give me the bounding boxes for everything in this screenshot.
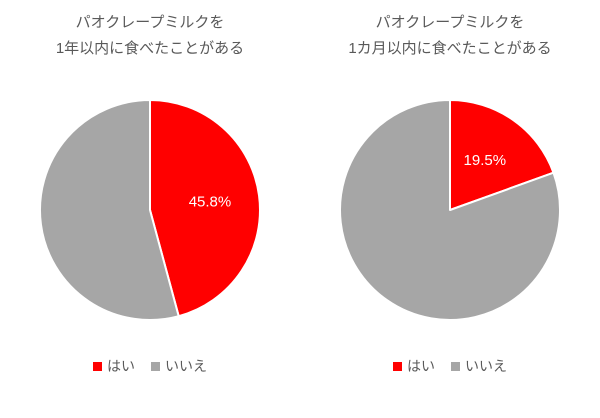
legend-swatch-yes bbox=[93, 361, 102, 371]
chart-title-line2: 1年以内に食べたことがある bbox=[55, 40, 245, 57]
pie-chart-1-year: 45.8% bbox=[38, 99, 261, 321]
pie-slice-no bbox=[38, 99, 180, 321]
legend-label-yes: はい bbox=[407, 358, 435, 374]
legend: はい いいえ bbox=[393, 356, 507, 376]
legend-swatch-no bbox=[151, 361, 160, 371]
pie-slice-yes bbox=[149, 99, 261, 318]
pie-chart-1-month: 19.5% bbox=[339, 99, 561, 321]
pie-slice-no bbox=[339, 99, 561, 321]
legend-label-no: いいえ bbox=[465, 358, 507, 374]
legend-item-no: いいえ bbox=[151, 356, 207, 376]
chart-title: パオクレープミルクを 1カ月以内に食べたことがある bbox=[348, 10, 551, 62]
pie-data-label: 19.5% bbox=[464, 152, 507, 169]
pie-data-label: 45.8% bbox=[189, 194, 232, 211]
legend-swatch-yes bbox=[393, 361, 402, 371]
legend: はい いいえ bbox=[93, 356, 207, 376]
legend-swatch-no bbox=[451, 361, 460, 371]
chart-title-line1: パオクレープミルクを bbox=[75, 14, 225, 31]
chart-title-line1: パオクレープミルクを bbox=[375, 14, 525, 31]
legend-label-no: いいえ bbox=[165, 358, 207, 374]
legend-label-yes: はい bbox=[107, 358, 135, 374]
pie-slice-yes bbox=[449, 99, 555, 211]
chart-title-line2: 1カ月以内に食べたことがある bbox=[348, 40, 552, 57]
chart-eaten-within-1-year: パオクレープミルクを 1年以内に食べたことがある 45.8% はい いいえ bbox=[38, 10, 261, 376]
chart-title: パオクレープミルクを 1年以内に食べたことがある bbox=[56, 10, 244, 62]
legend-item-yes: はい bbox=[93, 356, 135, 376]
chart-eaten-within-1-month: パオクレープミルクを 1カ月以内に食べたことがある 19.5% はい いいえ bbox=[300, 0, 600, 418]
legend-item-yes: はい bbox=[393, 356, 435, 376]
legend-item-no: いいえ bbox=[451, 356, 507, 376]
